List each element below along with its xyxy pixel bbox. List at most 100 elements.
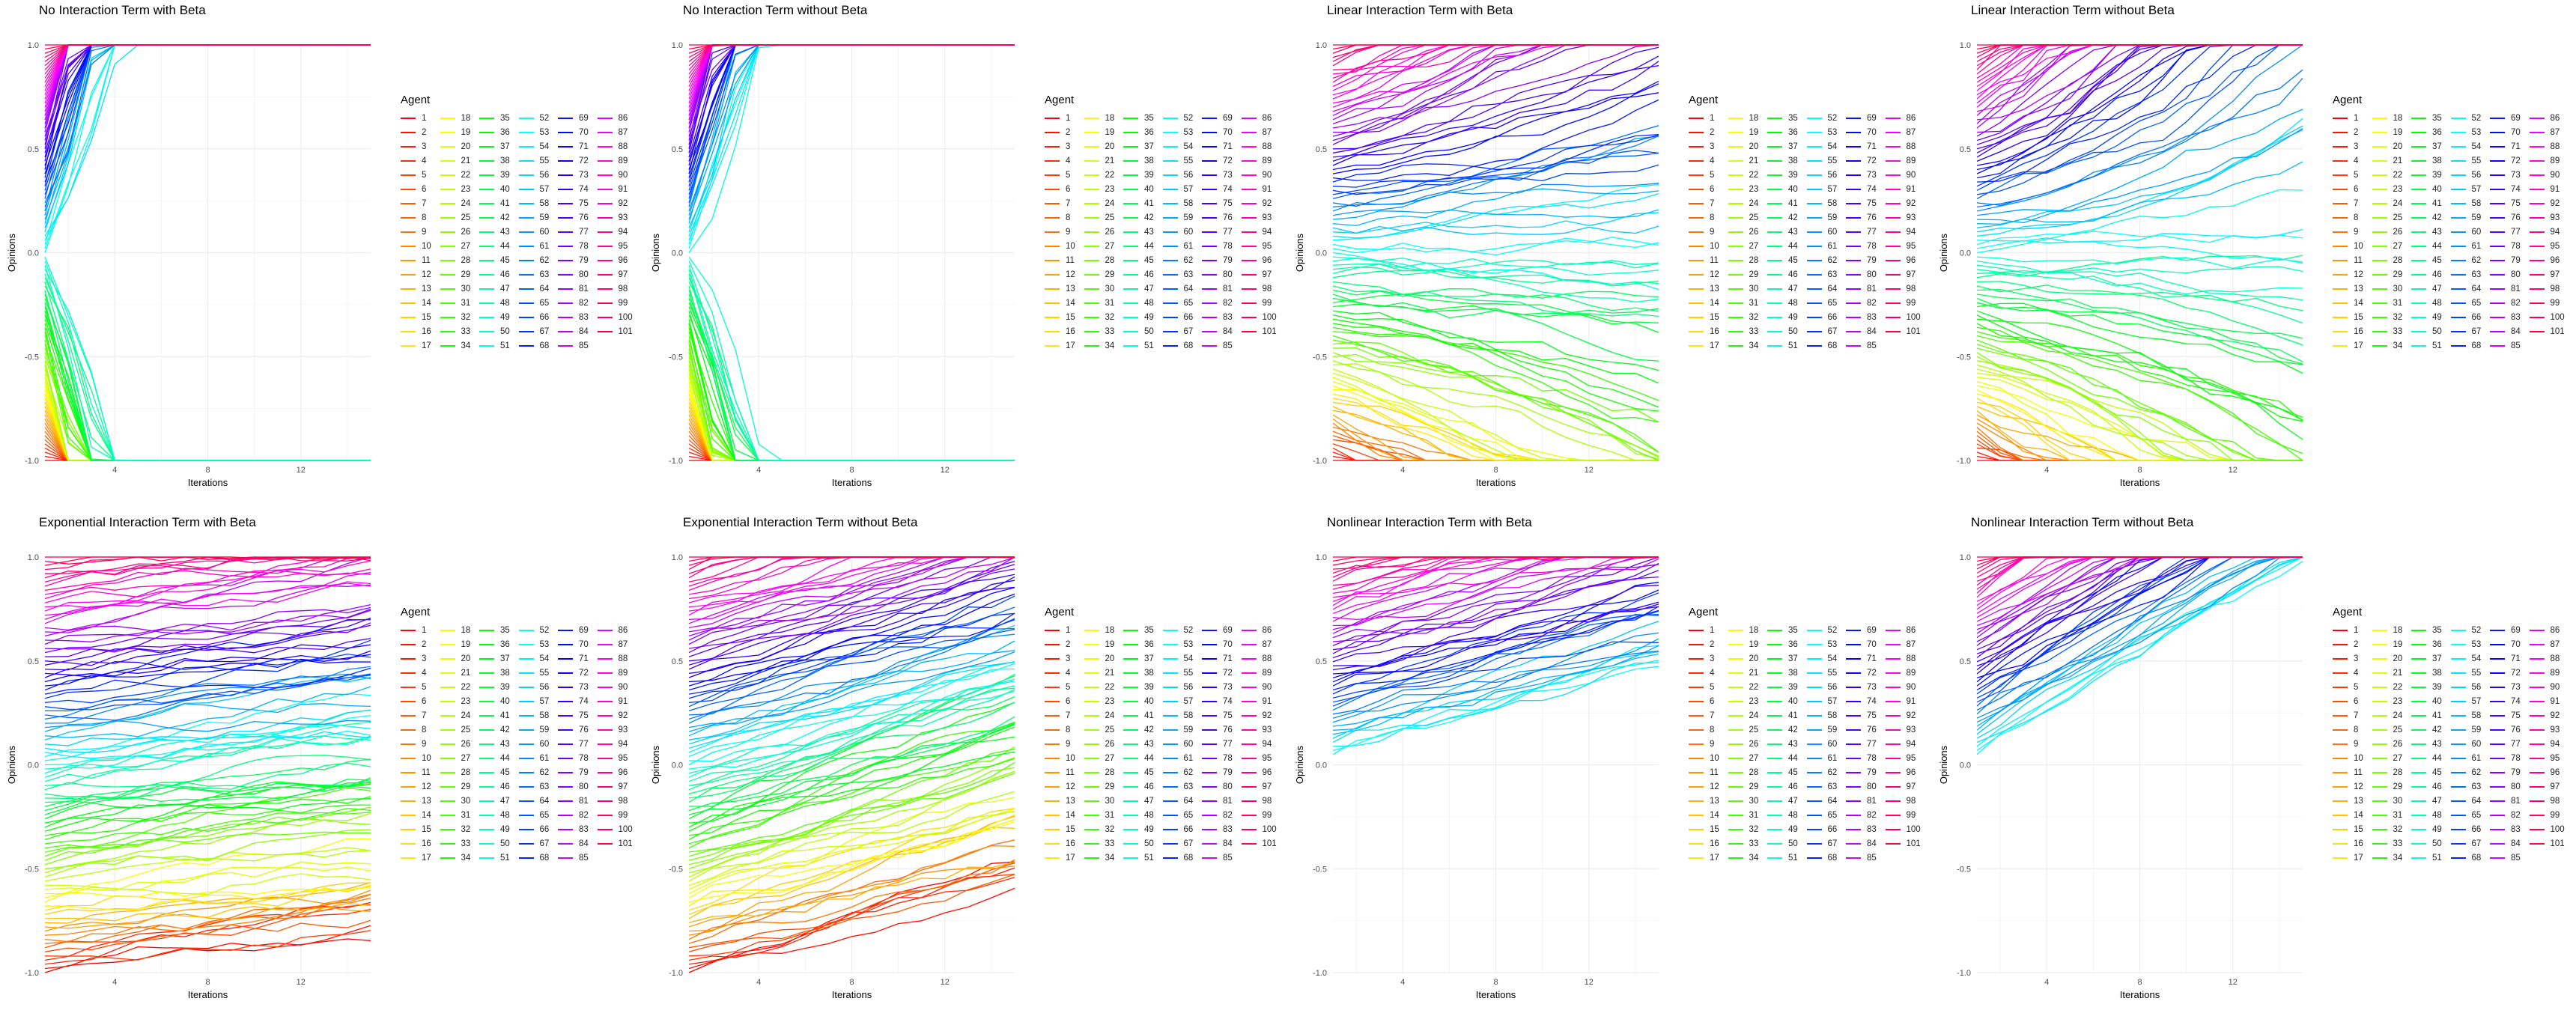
legend-item: 82 — [1202, 808, 1242, 822]
legend-item: 97 — [597, 267, 637, 282]
legend-swatch — [1123, 344, 1138, 347]
series-line-agent-30 — [688, 761, 1015, 853]
legend-label: 20 — [2393, 654, 2403, 663]
legend-item: 97 — [1241, 267, 1281, 282]
legend-item: 22 — [440, 168, 480, 182]
legend-swatch — [2529, 785, 2545, 788]
legend-label: 49 — [500, 312, 510, 322]
series-line-agent-47 — [688, 689, 1015, 782]
series-line-agent-12 — [688, 815, 1015, 928]
legend-title: Agent — [2333, 606, 2363, 618]
legend-item: 68 — [518, 338, 559, 353]
legend-label: 3 — [1710, 142, 1715, 151]
legend-label: 29 — [461, 782, 471, 791]
legend-swatch — [1885, 145, 1901, 147]
legend-label: 22 — [2393, 170, 2403, 180]
legend-label: 41 — [1144, 198, 1154, 208]
legend-label: 74 — [1867, 696, 1877, 706]
legend-item: 65 — [2450, 808, 2491, 822]
legend-label: 1 — [1066, 625, 1071, 635]
legend-label: 16 — [422, 839, 431, 848]
legend-swatch — [1846, 629, 1861, 631]
legend-swatch — [597, 814, 613, 816]
legend-swatch — [518, 188, 534, 190]
legend-swatch — [597, 757, 613, 759]
legend-label: 61 — [539, 241, 550, 251]
legend-item: 70 — [2490, 637, 2530, 651]
chart-panel: -1.0 -0.5 0.0 0.5 1.0 4 8 12 Iterations Opinions L… — [1932, 0, 2576, 512]
legend-label: 87 — [1906, 127, 1916, 137]
legend-swatch — [2490, 828, 2505, 830]
series-line-agent-35 — [1332, 318, 1659, 408]
legend-label: 42 — [2432, 725, 2442, 734]
legend-item: 82 — [1202, 296, 1242, 310]
legend-swatch — [1162, 288, 1178, 290]
legend-item: 24 — [2372, 196, 2412, 210]
legend-item: 57 — [2450, 182, 2491, 196]
legend-item: 47 — [1767, 282, 1807, 296]
legend-label: 76 — [1867, 725, 1877, 734]
y-tick-label: 1.0 — [1316, 553, 1327, 562]
series-line-agent-76 — [688, 561, 1015, 662]
legend-item: 89 — [2529, 666, 2569, 680]
legend-swatch — [1162, 330, 1178, 332]
legend-swatch — [2490, 245, 2505, 247]
legend-label: 91 — [2550, 184, 2560, 194]
legend-swatch — [1728, 316, 1743, 318]
legend-swatch — [2372, 117, 2387, 119]
series-line-agent-36 — [1332, 314, 1659, 384]
legend-item: 8 — [401, 723, 440, 737]
legend-label: 93 — [1906, 213, 1916, 222]
legend-swatch — [2450, 145, 2466, 147]
legend-label: 75 — [1867, 198, 1877, 208]
legend-item: 76 — [558, 723, 598, 737]
legend-item: 42 — [1767, 210, 1807, 225]
legend-item: 50 — [1767, 836, 1807, 851]
legend-item: 27 — [1728, 751, 1768, 765]
legend-label: 19 — [2393, 639, 2403, 649]
legend-label: 14 — [422, 810, 431, 820]
legend-label: 70 — [2511, 127, 2521, 137]
legend-item: 21 — [1084, 153, 1124, 168]
legend-item: 55 — [2450, 153, 2491, 168]
legend-title: Agent — [1689, 606, 1719, 618]
legend-swatch — [558, 828, 573, 830]
y-tick-label: -1.0 — [669, 457, 683, 466]
y-axis-label: Opinions — [1938, 745, 1949, 784]
legend-swatch — [2372, 288, 2387, 290]
series-line-agent-75 — [1332, 46, 1659, 153]
legend-swatch — [2411, 657, 2426, 660]
legend-label: 31 — [1749, 298, 1759, 308]
series-line-agent-35 — [1976, 318, 2303, 422]
legend-item: 23 — [2372, 182, 2412, 196]
legend-swatch — [2411, 785, 2426, 788]
series-line-agent-83 — [688, 556, 1015, 633]
legend-swatch — [2411, 771, 2426, 773]
legend-swatch — [558, 629, 573, 631]
legend-item: 33 — [2372, 836, 2412, 851]
legend-swatch — [1846, 145, 1861, 147]
legend-swatch — [558, 643, 573, 645]
legend-item: 36 — [2411, 125, 2451, 139]
legend-item: 90 — [1241, 680, 1281, 694]
series-line-agent-29 — [1332, 341, 1659, 461]
legend-item: 93 — [1241, 210, 1281, 225]
legend-swatch — [440, 159, 455, 162]
legend-item: 31 — [1728, 808, 1768, 822]
legend-item: 46 — [1123, 267, 1163, 282]
legend-swatch — [1045, 828, 1060, 830]
legend-swatch — [1162, 259, 1178, 261]
legend-item: 4 — [1689, 666, 1728, 680]
legend-swatch — [1084, 159, 1099, 162]
legend-label: 85 — [579, 341, 589, 350]
legend-label: 28 — [2393, 255, 2403, 265]
legend-label: 99 — [2550, 298, 2560, 308]
legend-label: 76 — [1223, 725, 1233, 734]
legend-item: 76 — [1202, 723, 1242, 737]
legend-swatch — [1885, 700, 1901, 702]
legend-swatch — [1767, 117, 1782, 119]
legend-label: 89 — [618, 668, 628, 678]
legend-label: 72 — [579, 668, 589, 678]
legend-item: 2 — [2333, 637, 2372, 651]
